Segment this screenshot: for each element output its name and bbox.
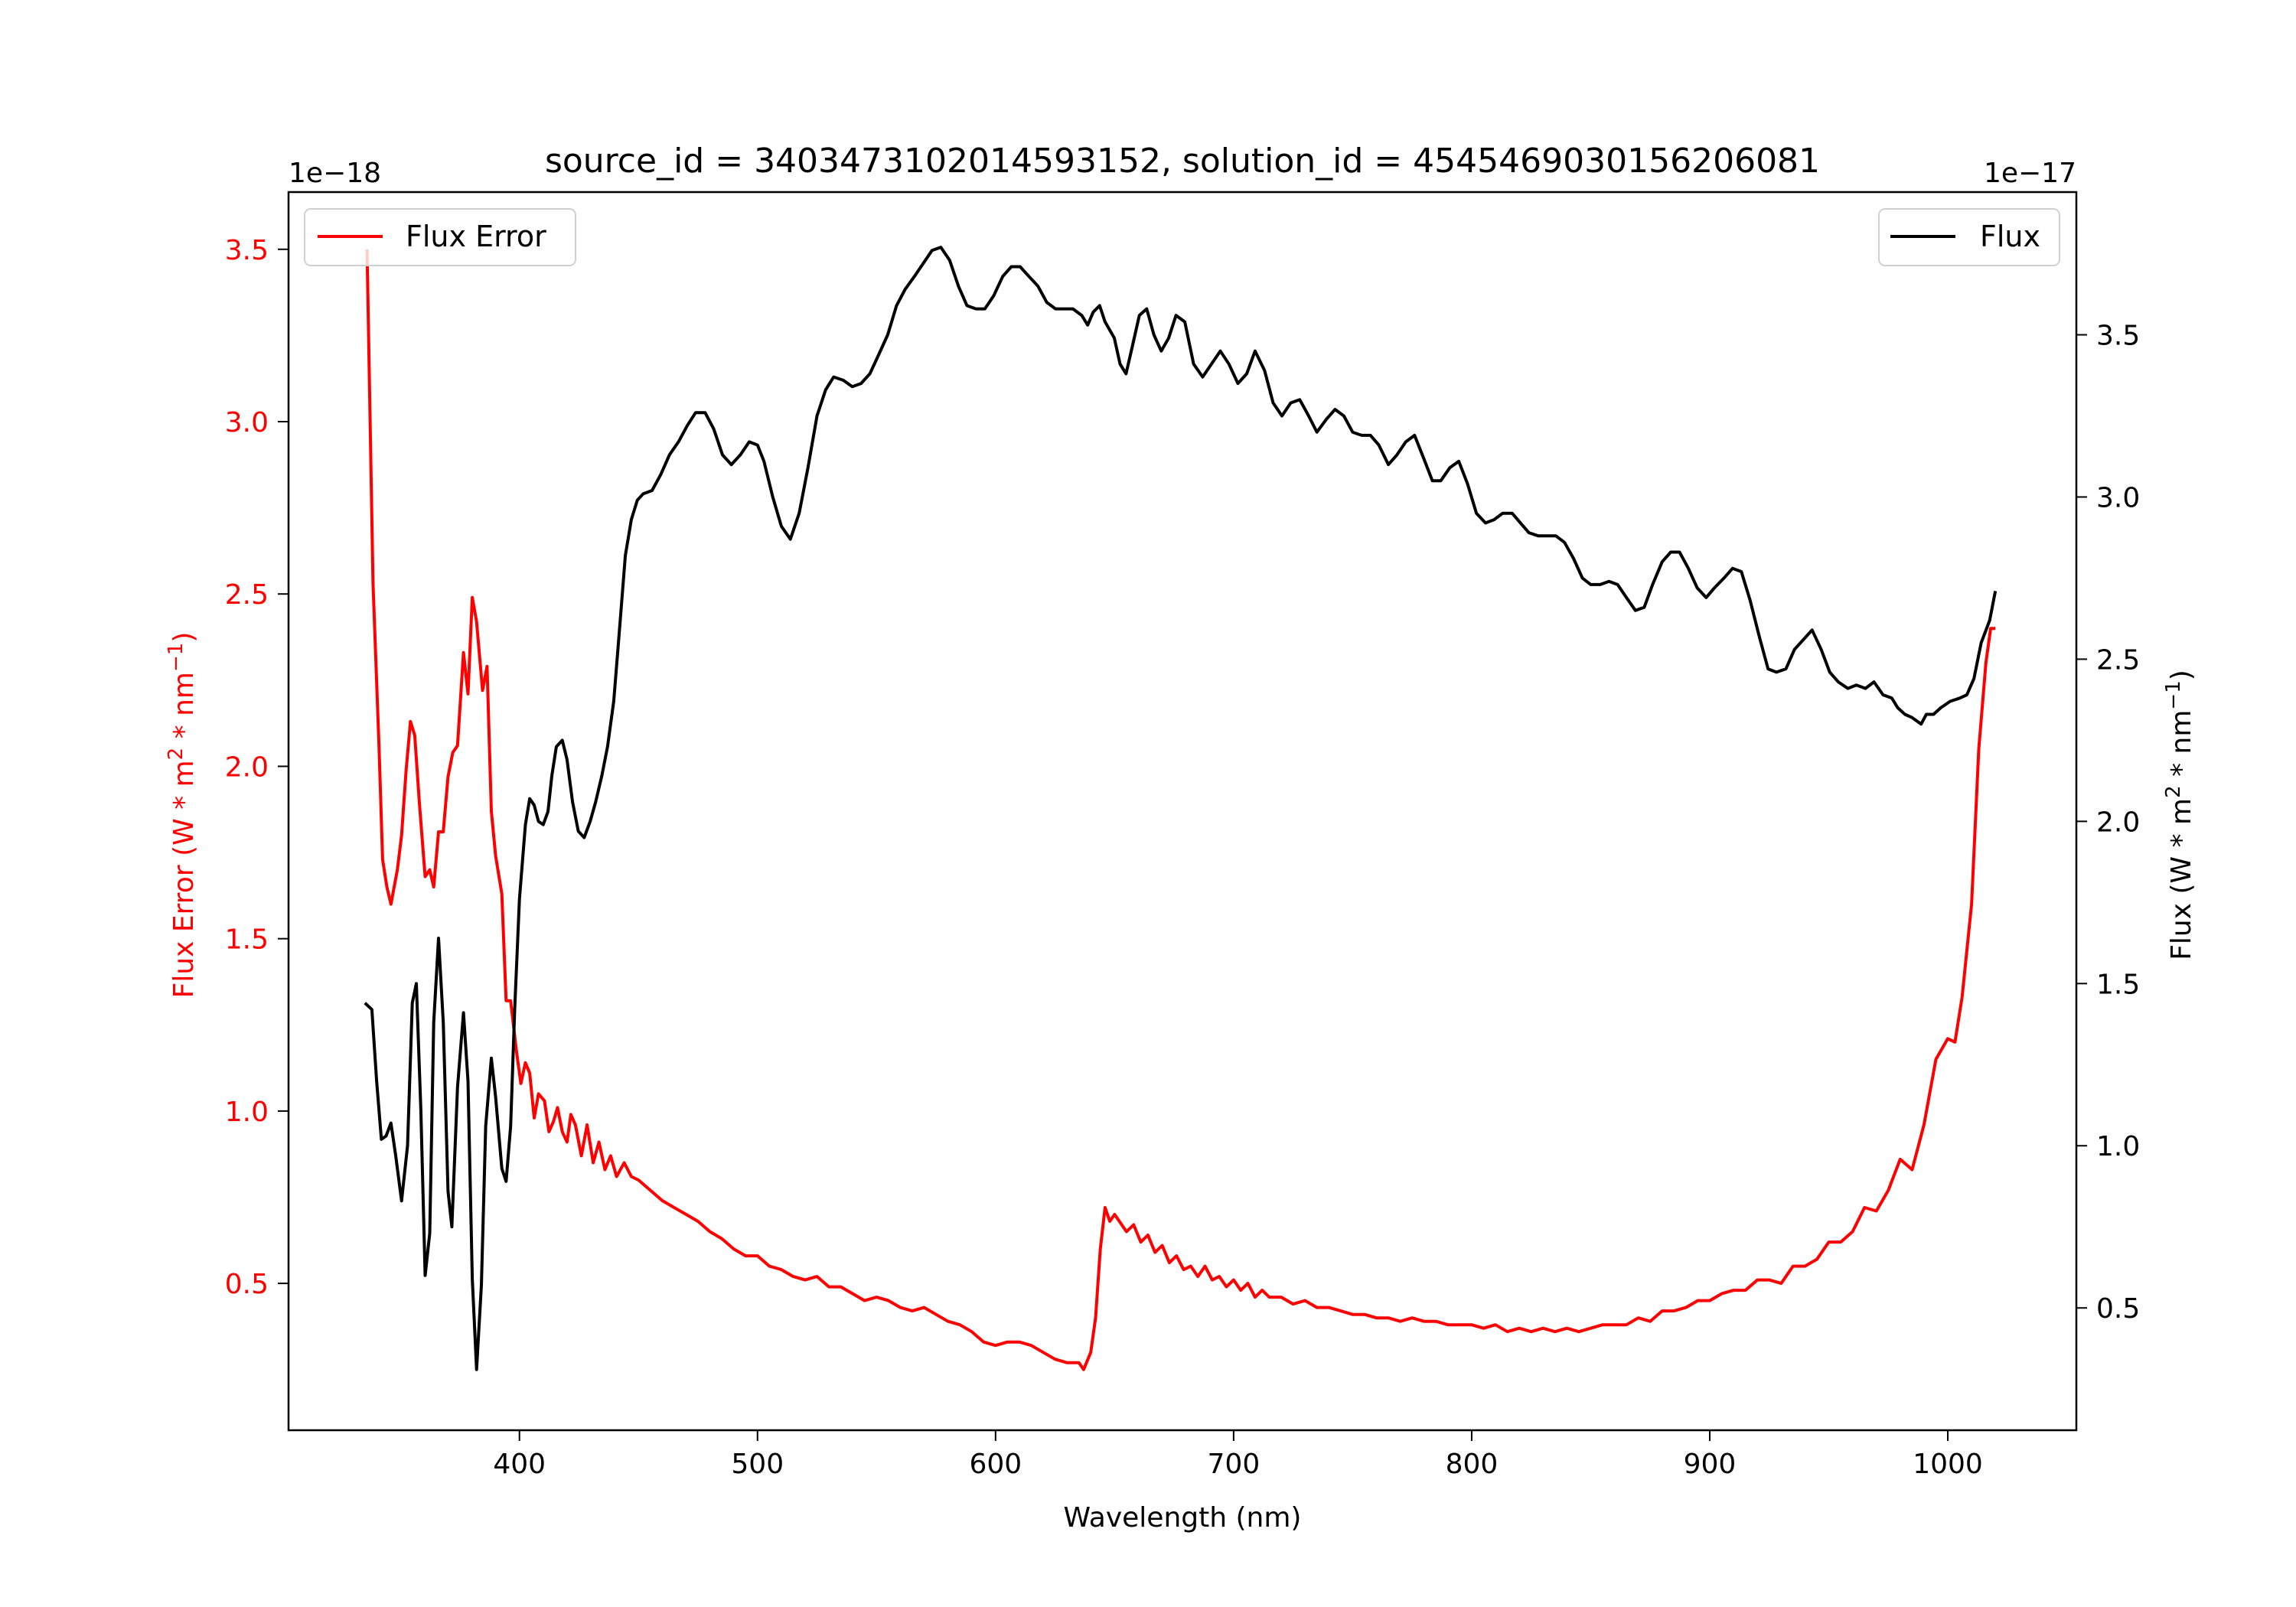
legend-label-flux-error: Flux Error [406, 220, 546, 253]
right-y-tick-label: 2.0 [2096, 807, 2140, 838]
x-axis-label: Wavelength (nm) [1064, 1502, 1302, 1534]
x-tick-label: 800 [1446, 1449, 1499, 1480]
x-tick-label: 900 [1684, 1449, 1737, 1480]
chart-title: source_id = 3403473102014593152, solutio… [545, 142, 1820, 181]
right-axis-offset: 1e−17 [1984, 158, 2076, 189]
x-tick-label: 700 [1208, 1449, 1261, 1480]
left-y-tick-label: 1.5 [225, 924, 269, 956]
x-tick-label: 500 [731, 1449, 784, 1480]
series-line-flux [364, 246, 1998, 1371]
legend-flux-error: Flux Error [304, 208, 576, 266]
right-y-tick-label: 2.5 [2096, 644, 2140, 676]
right-y-tick-label: 1.0 [2096, 1131, 2140, 1162]
left-y-tick-label: 2.0 [225, 751, 269, 783]
left-y-axis-label: Flux Error (W * m2 * nm−1) [165, 632, 200, 999]
legend-box [1878, 208, 2060, 266]
legend-box [304, 208, 576, 266]
left-y-tick-label: 2.5 [225, 579, 269, 611]
right-y-axis-label: Flux (W * m2 * nm−1) [2162, 670, 2197, 960]
x-tick-label: 600 [969, 1449, 1022, 1480]
left-y-tick-label: 3.5 [225, 235, 269, 266]
legend-flux: Flux [1878, 208, 2060, 266]
plot-frame [287, 191, 2078, 1432]
x-tick-label: 1000 [1913, 1449, 1983, 1480]
series-layer [364, 246, 1998, 1371]
ticks-layer: 400 500 600 700 800 900 1000 0.5 1.0 1.5 2.0 2.5 3.0… [225, 235, 2141, 1480]
left-y-tick-label: 1.0 [225, 1097, 269, 1128]
right-y-tick-label: 1.5 [2096, 969, 2140, 1000]
left-y-tick-label: 3.0 [225, 407, 269, 438]
x-tick-label: 400 [493, 1449, 546, 1480]
right-y-tick-label: 0.5 [2096, 1293, 2140, 1325]
left-axis-offset: 1e−18 [289, 158, 381, 189]
right-y-tick-label: 3.5 [2096, 321, 2140, 352]
legend-label-flux: Flux [1980, 220, 2040, 253]
right-y-tick-label: 3.0 [2096, 482, 2140, 513]
left-y-tick-label: 0.5 [225, 1269, 269, 1300]
